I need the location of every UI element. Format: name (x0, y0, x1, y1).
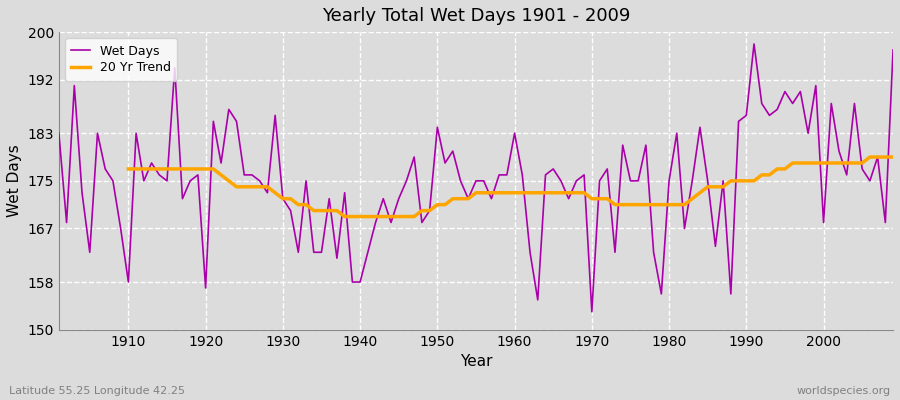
20 Yr Trend (525, 190, 535, 195)
20 Yr Trend (887, 155, 898, 160)
Wet Days (53, 131, 64, 136)
Line: 20 Yr Trend: 20 Yr Trend (129, 157, 893, 216)
Wet Days (501, 172, 512, 177)
Wet Days (285, 208, 296, 213)
Wet Days (587, 309, 598, 314)
Wet Days (887, 48, 898, 52)
Wet Days (749, 42, 760, 46)
X-axis label: Year: Year (460, 354, 492, 369)
20 Yr Trend (339, 214, 350, 219)
20 Yr Trend (587, 196, 598, 201)
20 Yr Trend (123, 166, 134, 171)
Text: worldspecies.org: worldspecies.org (796, 386, 891, 396)
Wet Days (509, 131, 520, 136)
Text: Latitude 55.25 Longitude 42.25: Latitude 55.25 Longitude 42.25 (9, 386, 185, 396)
20 Yr Trend (833, 160, 844, 165)
Legend: Wet Days, 20 Yr Trend: Wet Days, 20 Yr Trend (65, 38, 177, 80)
Line: Wet Days: Wet Days (58, 44, 893, 312)
20 Yr Trend (270, 190, 281, 195)
20 Yr Trend (301, 202, 311, 207)
Wet Days (609, 250, 620, 255)
Wet Days (115, 226, 126, 231)
Title: Yearly Total Wet Days 1901 - 2009: Yearly Total Wet Days 1901 - 2009 (322, 7, 630, 25)
20 Yr Trend (865, 155, 876, 160)
Wet Days (331, 256, 342, 261)
Y-axis label: Wet Days: Wet Days (7, 144, 22, 217)
20 Yr Trend (857, 160, 868, 165)
